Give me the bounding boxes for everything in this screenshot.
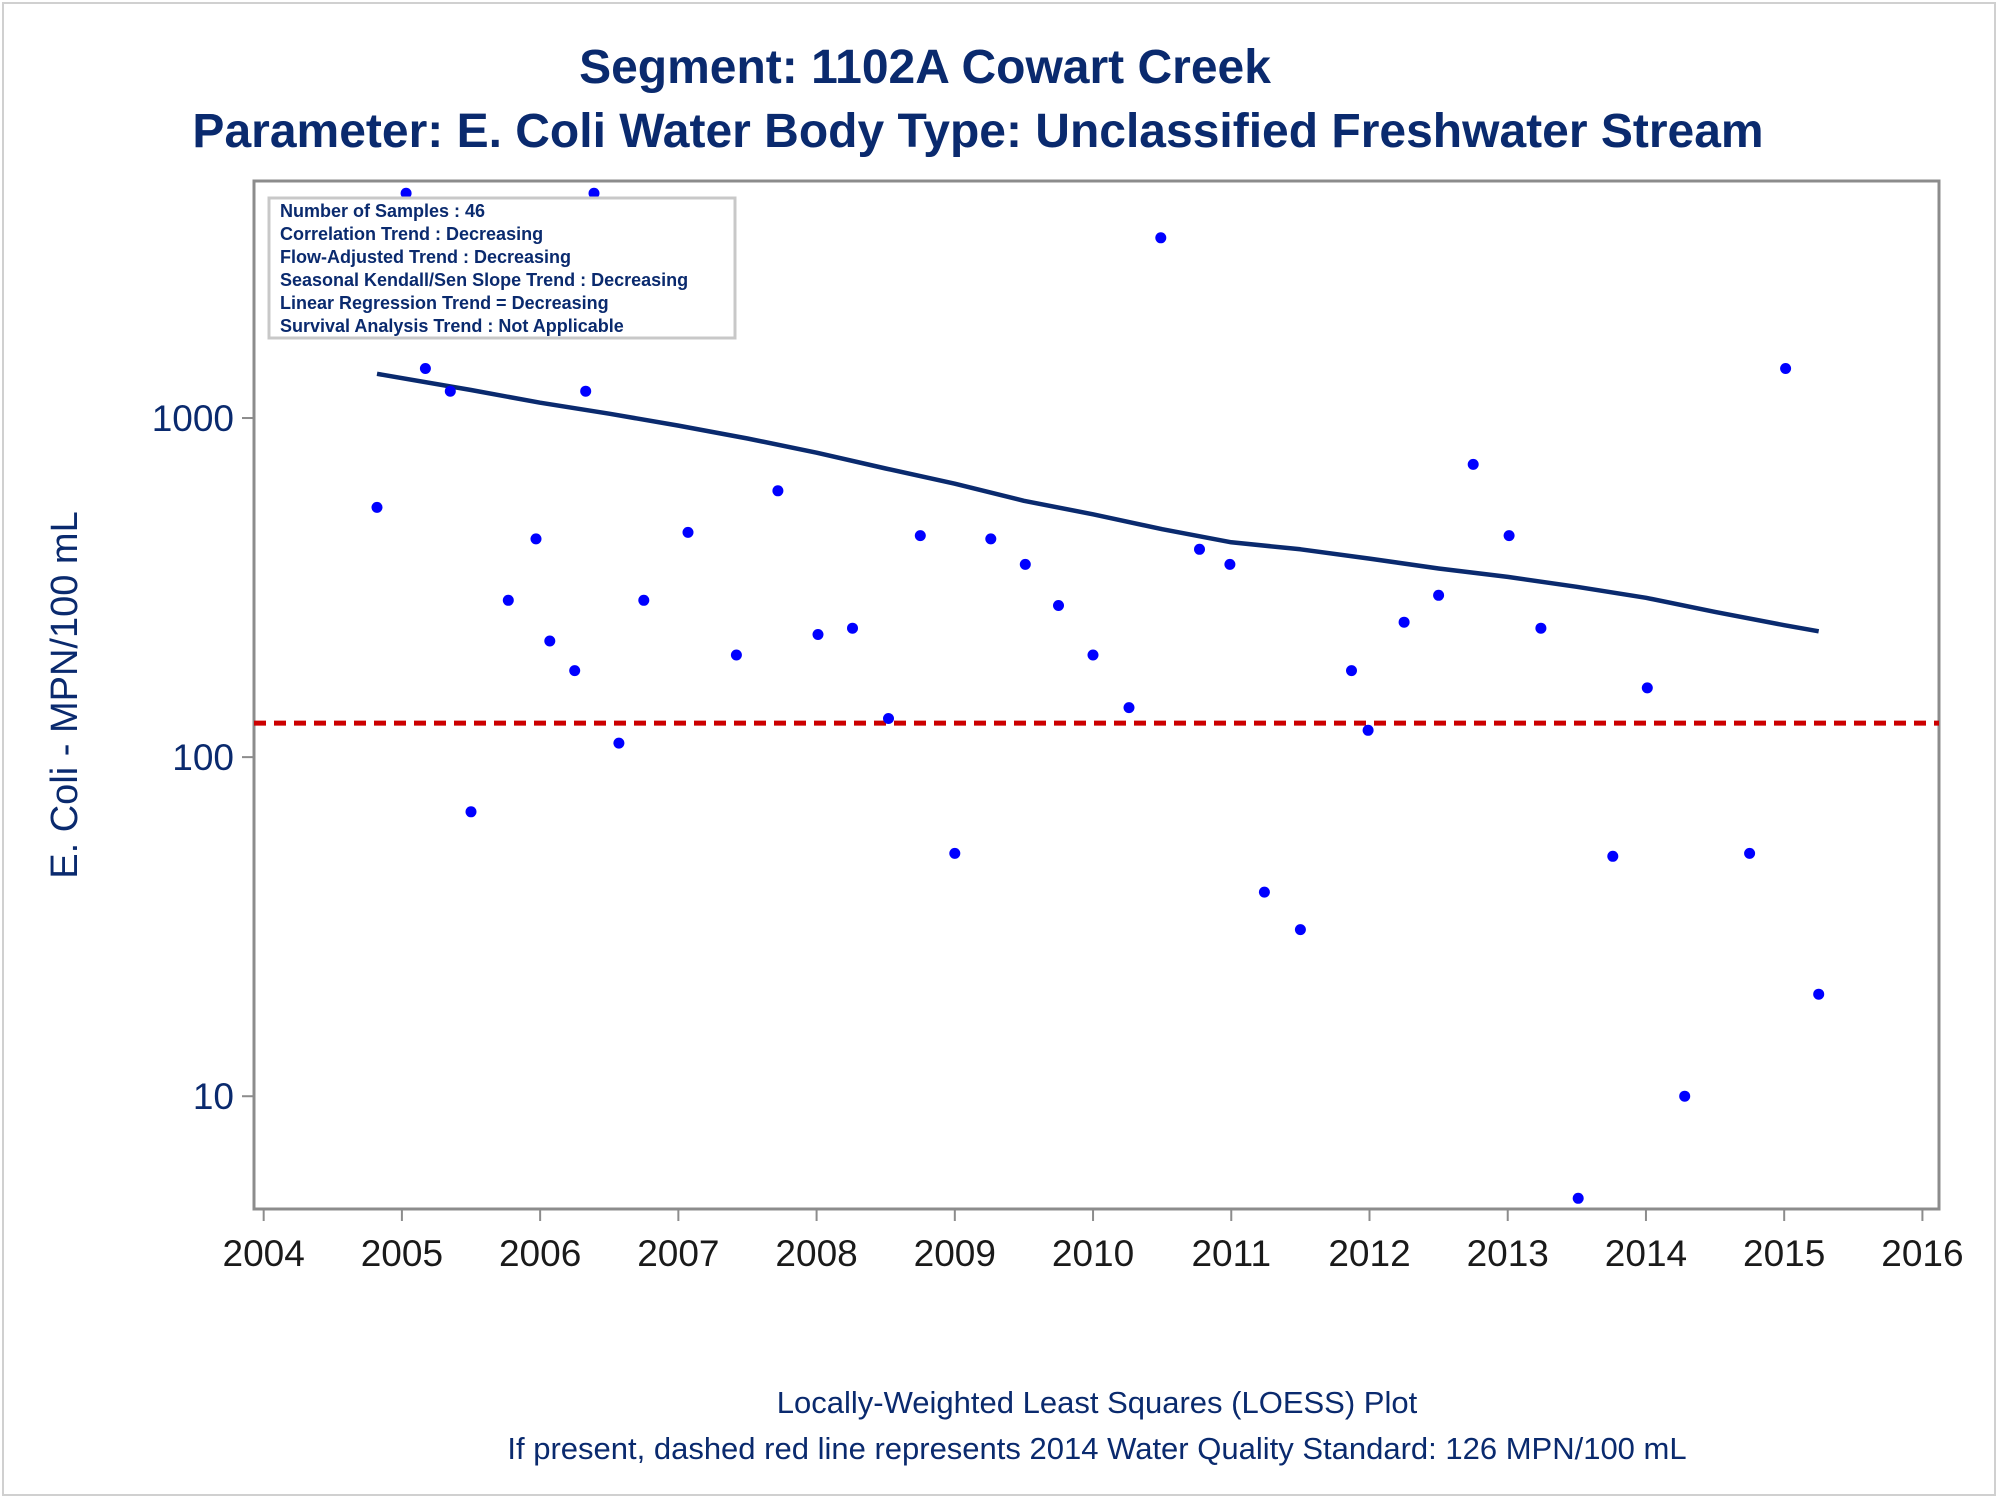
x-tick-label: 2012 [1328,1233,1410,1274]
data-point [1155,232,1167,244]
y-tick-label: 10 [193,1076,234,1117]
data-point [1572,1192,1584,1204]
y-axis: 10 100 1000 [152,398,254,1117]
x-tick-label: 2007 [637,1233,719,1274]
x-axis: 2004 2005 2006 2007 2008 2009 2010 2011 2012 2013… [223,1209,1964,1274]
data-point [772,485,784,497]
data-point [883,713,894,724]
data-point [400,187,412,199]
x-tick-label: 2011 [1191,1233,1271,1274]
points-layer [371,187,1825,1204]
data-point [847,622,858,634]
data-point [465,806,477,818]
x-tick-label: 2009 [914,1233,996,1274]
data-point [1019,558,1031,570]
data-point [588,187,600,199]
footnote-standard: If present, dashed red line represents 2… [507,1431,1686,1466]
y-tick-label: 100 [172,737,234,778]
data-point [1224,558,1236,570]
data-point [1123,702,1135,714]
data-point [1362,724,1374,736]
data-point [1087,649,1099,661]
data-point [1346,665,1357,677]
data-point [1641,682,1653,694]
data-point [1679,1090,1691,1102]
x-tick-label: 2015 [1743,1233,1825,1274]
data-point [985,533,997,545]
x-tick-label: 2013 [1467,1233,1549,1274]
data-point [730,649,742,661]
data-point [569,665,581,677]
data-point [502,594,514,606]
data-point [613,737,625,749]
stats-box-frame [267,196,737,340]
data-point [1607,850,1619,862]
data-point [580,385,592,397]
data-point [1433,589,1445,601]
stats-correlation-trend: Correlation Trend : Decreasing [280,224,543,244]
x-tick-label: 2004 [223,1233,305,1274]
data-point [544,635,556,647]
data-point [1535,622,1547,634]
data-point [638,594,650,606]
stats-flow-adjusted-trend: Flow-Adjusted Trend : Decreasing [280,247,571,267]
data-point [530,533,542,545]
stats-sample-count: Number of Samples : 46 [280,201,485,221]
data-point [1053,600,1064,611]
plot-area-border [252,179,1941,1211]
x-tick-label: 2006 [499,1233,581,1274]
data-point [371,501,383,513]
data-point [1194,543,1205,555]
data-point [682,526,694,538]
data-point [419,363,431,374]
footnote-loess: Locally-Weighted Least Squares (LOESS) P… [777,1385,1418,1420]
data-point [1813,988,1825,1000]
stats-box: Number of Samples : 46 Correlation Trend… [267,196,737,340]
data-point [1503,530,1515,542]
data-point [1294,924,1306,936]
data-point [1258,886,1270,898]
x-tick-label: 2014 [1605,1233,1687,1274]
chart-title: Segment: 1102A Cowart Creek [579,41,1271,94]
stats-seasonal-kendall-trend: Seasonal Kendall/Sen Slope Trend : Decre… [280,270,688,290]
data-point [812,629,824,640]
data-point [1780,363,1792,374]
chart-subtitle: Parameter: E. Coli Water Body Type: Uncl… [192,105,1763,158]
data-point [914,530,926,542]
stats-survival-analysis-trend: Survival Analysis Trend : Not Applicable [280,316,624,336]
loess-line [376,371,1820,634]
x-tick-label: 2010 [1052,1233,1134,1274]
y-tick-label: 1000 [152,398,234,439]
data-point [949,847,961,859]
y-axis-label: E. Coli - MPN/100 mL [44,511,86,878]
loess-layer [376,371,1820,634]
data-point [1398,616,1410,628]
stats-linear-regression-trend: Linear Regression Trend = Decreasing [280,293,609,313]
data-point [1744,847,1756,859]
data-point [444,385,456,397]
x-tick-label: 2008 [775,1233,857,1274]
x-tick-label: 2016 [1881,1233,1963,1274]
data-point [1467,458,1479,470]
x-tick-label: 2005 [361,1233,443,1274]
